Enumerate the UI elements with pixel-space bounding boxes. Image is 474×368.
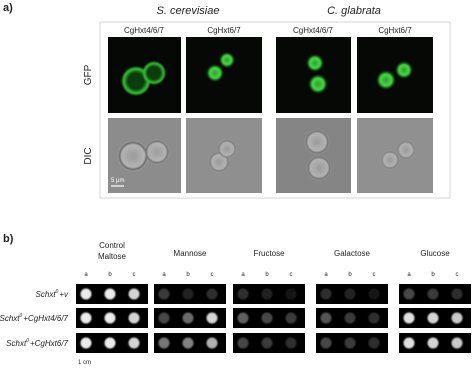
dilution-label: a bbox=[162, 272, 166, 278]
colony-spot bbox=[158, 288, 170, 300]
dilution-label: b bbox=[431, 272, 435, 278]
row-label: DIC bbox=[83, 147, 94, 164]
colony-spot bbox=[206, 312, 218, 324]
panel-label: b) bbox=[3, 233, 14, 245]
colony-spot bbox=[237, 312, 249, 324]
dilution-label: a bbox=[241, 272, 245, 278]
colony-spot bbox=[80, 288, 92, 300]
condition-label: Galactose bbox=[334, 249, 371, 258]
colony-spot bbox=[182, 337, 194, 349]
species-label: C. glabrata bbox=[327, 5, 381, 17]
colony-spot bbox=[344, 312, 356, 324]
strain-label: Schxt0+CgHxt4/6/7 bbox=[0, 313, 69, 323]
species-label: S. cerevisiae bbox=[157, 5, 220, 17]
colony-spot bbox=[368, 337, 380, 349]
condition-label: Glucose bbox=[420, 249, 450, 258]
condition-label: Maltose bbox=[98, 252, 127, 261]
colony-spot bbox=[158, 312, 170, 324]
strain-name: Schxt bbox=[6, 339, 27, 348]
colony-spot bbox=[261, 312, 273, 324]
strain-label: Schxt0+CgHxt6/7 bbox=[6, 338, 68, 348]
colony-spot bbox=[320, 312, 332, 324]
condition-label: Mannose bbox=[174, 249, 207, 258]
strain-suffix: +v bbox=[59, 290, 69, 299]
colony-spot bbox=[182, 288, 194, 300]
colony-spot bbox=[320, 337, 332, 349]
dilution-label: a bbox=[84, 272, 88, 278]
dilution-label: b bbox=[186, 272, 190, 278]
dilution-label: c bbox=[211, 272, 214, 278]
strain-name: Schxt bbox=[0, 314, 20, 323]
dilution-label: c bbox=[456, 272, 459, 278]
strain-label: Schxt0+v bbox=[36, 289, 69, 299]
colony-spot bbox=[403, 288, 415, 300]
colony-spot bbox=[237, 288, 249, 300]
colony-spot bbox=[427, 288, 439, 300]
colony-spot bbox=[427, 337, 439, 349]
colony-spot bbox=[158, 337, 170, 349]
column-label: CgHxt6/7 bbox=[207, 26, 241, 35]
colony-spot bbox=[104, 312, 116, 324]
colony-spot bbox=[80, 312, 92, 324]
colony-spot bbox=[344, 337, 356, 349]
strain-suffix: +CgHxt6/7 bbox=[30, 339, 69, 348]
dilution-label: a bbox=[407, 272, 411, 278]
colony-spot bbox=[368, 312, 380, 324]
colony-spot bbox=[182, 312, 194, 324]
colony-spot bbox=[128, 312, 140, 324]
scale-bar-label: 5 µm bbox=[111, 178, 124, 184]
column-label: CgHxt4/6/7 bbox=[124, 26, 165, 35]
dilution-label: b bbox=[108, 272, 112, 278]
colony-spot bbox=[206, 337, 218, 349]
strain-superscript: 0 bbox=[20, 313, 23, 319]
colony-spot bbox=[80, 337, 92, 349]
colony-spot bbox=[368, 288, 380, 300]
dic-row: 5 µm bbox=[108, 118, 433, 193]
strain-name: Schxt bbox=[36, 290, 57, 299]
strain-superscript: 0 bbox=[26, 338, 29, 344]
panel-frame bbox=[99, 21, 451, 199]
colony-spot bbox=[237, 337, 249, 349]
colony-spot bbox=[206, 288, 218, 300]
row-label: GFP bbox=[83, 64, 94, 85]
colony-spot bbox=[104, 337, 116, 349]
dilution-label: b bbox=[265, 272, 269, 278]
colony-spot bbox=[128, 337, 140, 349]
condition-label: Control bbox=[99, 241, 125, 250]
dilution-label: b bbox=[348, 272, 352, 278]
gfp-row bbox=[108, 37, 433, 113]
colony-spot bbox=[451, 312, 463, 324]
colony-spot bbox=[261, 337, 273, 349]
colony-spot bbox=[285, 312, 297, 324]
colony-spot bbox=[403, 312, 415, 324]
dilution-label: c bbox=[290, 272, 293, 278]
strain-superscript: 0 bbox=[56, 289, 59, 295]
colony-spot bbox=[427, 312, 439, 324]
condition-label: Fructose bbox=[253, 249, 285, 258]
colony-spot bbox=[451, 288, 463, 300]
colony-spot bbox=[128, 288, 140, 300]
column-label: CgHxt6/7 bbox=[378, 26, 412, 35]
panel-label: a) bbox=[3, 2, 13, 14]
dilution-label: c bbox=[373, 272, 376, 278]
dilution-label: c bbox=[133, 272, 136, 278]
colony-spot bbox=[344, 288, 356, 300]
colony-spot bbox=[451, 337, 463, 349]
colony-spot bbox=[261, 288, 273, 300]
column-label: CgHxt4/6/7 bbox=[293, 26, 334, 35]
dilution-label: a bbox=[324, 272, 328, 278]
colony-spot bbox=[285, 337, 297, 349]
scale-label: 1 cm bbox=[78, 360, 91, 366]
strain-suffix: +CgHxt4/6/7 bbox=[23, 314, 68, 323]
colony-spot bbox=[403, 337, 415, 349]
colony-spot bbox=[285, 288, 297, 300]
colony-spot bbox=[320, 288, 332, 300]
colony-spot bbox=[104, 288, 116, 300]
spot-assay: Control Maltose a b c Mannose a b c Fructose a b c Ga… bbox=[0, 241, 471, 353]
